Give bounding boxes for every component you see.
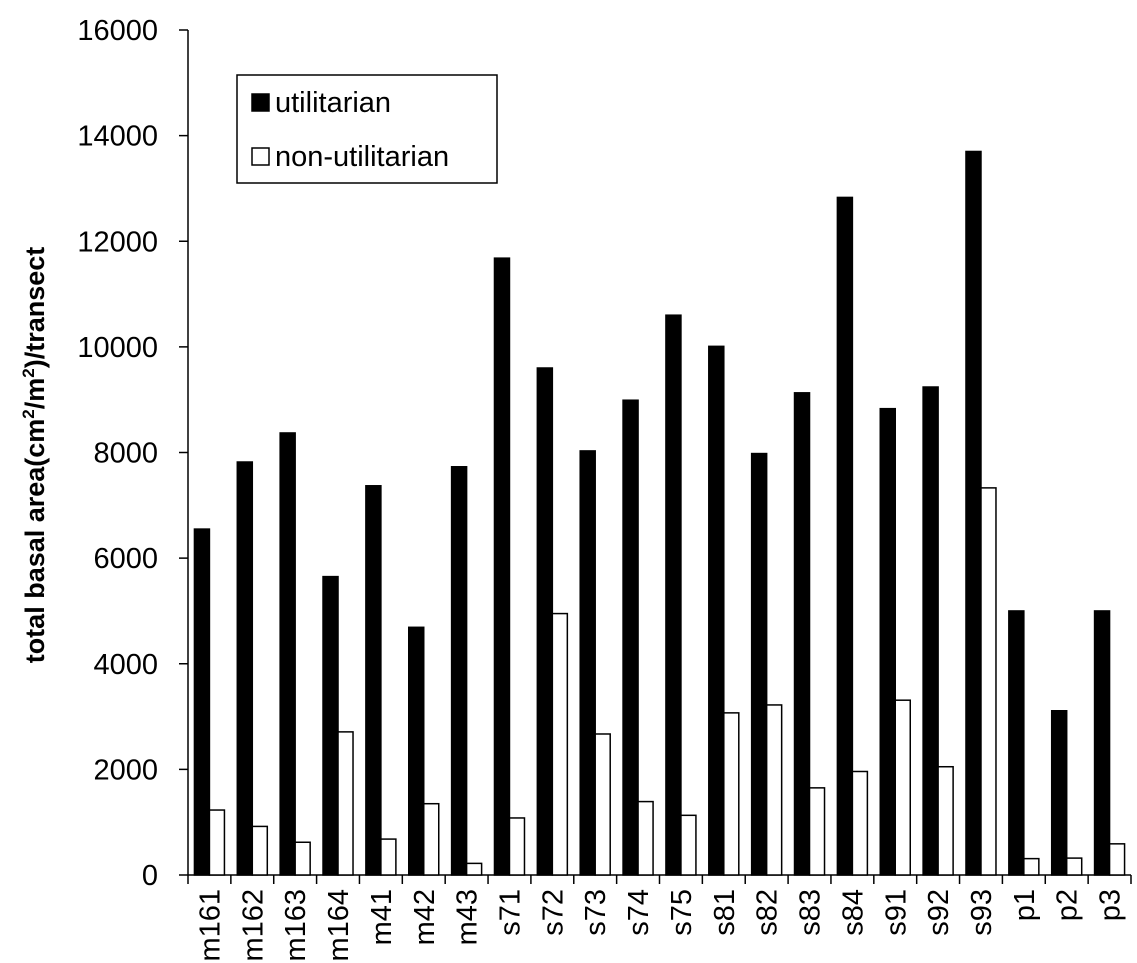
bar-utilitarian-m42 <box>408 626 425 876</box>
bar-non-utilitarian-p2 <box>1065 857 1083 876</box>
legend: utilitarian non-utilitarian <box>236 74 498 184</box>
x-tick-label: m161 <box>194 889 226 962</box>
bar-utilitarian-s84 <box>836 196 854 876</box>
x-axis: m161 m162 m163 m164 m41 m42 m43 s71 s72 s73 s74 s75… <box>187 874 1132 962</box>
bar-utilitarian-m43 <box>450 466 468 876</box>
bar-utilitarian-p3 <box>1093 610 1111 876</box>
bar-non-utilitarian-m164 <box>337 731 354 876</box>
bar-non-utilitarian-s84 <box>851 770 869 876</box>
x-tick-label: p1 <box>1009 889 1041 921</box>
x-tick-label: m43 <box>452 889 484 945</box>
bar-utilitarian-s75 <box>665 314 682 876</box>
bars-group <box>193 150 1126 876</box>
bar-utilitarian-s82 <box>750 452 768 876</box>
x-tick-label: m42 <box>409 889 441 945</box>
bar-utilitarian-s93 <box>965 150 982 876</box>
bar-non-utilitarian-m43 <box>465 862 483 876</box>
bar-non-utilitarian-m162 <box>251 825 269 876</box>
y-tick-label: 8000 <box>93 438 158 470</box>
bar-non-utilitarian-s73 <box>594 733 611 876</box>
x-tick-label: s91 <box>880 889 912 936</box>
x-tick-label: m164 <box>323 889 355 962</box>
bar-utilitarian-s71 <box>493 257 511 876</box>
x-tick-label: s84 <box>837 889 869 936</box>
y-tick-label: 4000 <box>93 649 158 681</box>
bar-non-utilitarian-s75 <box>680 814 697 876</box>
x-tick-label: p3 <box>1095 889 1127 921</box>
bar-utilitarian-s74 <box>622 399 639 876</box>
y-tick-label: 14000 <box>77 121 158 153</box>
bar-non-utilitarian-s71 <box>508 817 526 876</box>
bar-utilitarian-s83 <box>793 392 811 876</box>
bar-non-utilitarian-s91 <box>894 699 911 876</box>
y-tick-label: 6000 <box>93 543 158 575</box>
y-axis: 0 2000 4000 6000 8000 10000 12000 14000 16000 <box>77 15 189 892</box>
bar-utilitarian-s81 <box>708 345 725 876</box>
bar-non-utilitarian-p1 <box>1023 857 1040 876</box>
x-tick-label: s75 <box>666 889 698 936</box>
x-tick-label: s73 <box>580 889 612 936</box>
bar-non-utilitarian-s74 <box>637 800 654 876</box>
y-tick-label: 16000 <box>77 15 158 47</box>
y-axis-title-sup-2: 2 <box>19 368 38 377</box>
y-tick-label: 10000 <box>77 332 158 364</box>
bar-utilitarian-s91 <box>879 407 896 876</box>
bar-non-utilitarian-s81 <box>723 712 740 876</box>
bar-utilitarian-p1 <box>1008 610 1025 876</box>
y-tick-label: 0 <box>142 860 158 892</box>
x-tick-label: s93 <box>966 889 998 936</box>
x-tick-label: s81 <box>709 889 741 936</box>
y-axis-title: total basal area(cm2/m2)/transect <box>19 247 50 664</box>
bar-utilitarian-s72 <box>536 367 554 876</box>
bar-utilitarian-s73 <box>579 450 596 876</box>
legend-label-non-utilitarian: non-utilitarian <box>275 141 449 173</box>
legend-box <box>236 74 498 184</box>
bar-utilitarian-m161 <box>193 528 211 876</box>
bar-utilitarian-m41 <box>365 485 382 876</box>
x-tick-label: m41 <box>366 889 398 945</box>
x-tick-label: s72 <box>537 889 569 936</box>
bar-non-utilitarian-p3 <box>1108 843 1126 876</box>
x-tick-label: p2 <box>1052 889 1084 921</box>
bar-non-utilitarian-s83 <box>808 787 826 876</box>
bar-utilitarian-m164 <box>322 575 339 876</box>
x-tick-label: s83 <box>795 889 827 936</box>
svg-text:total basal area(cm2/m2)/trans: total basal area(cm2/m2)/transect <box>19 247 50 664</box>
bar-non-utilitarian-m163 <box>294 841 311 876</box>
bar-utilitarian-s92 <box>922 386 939 876</box>
bar-non-utilitarian-m42 <box>423 802 440 876</box>
x-tick-label: s92 <box>923 889 955 936</box>
y-axis-title-part-3: )/transect <box>20 247 50 369</box>
bar-utilitarian-m163 <box>279 432 296 876</box>
legend-label-utilitarian: utilitarian <box>275 87 391 119</box>
bar-non-utilitarian-s92 <box>937 765 954 876</box>
bar-non-utilitarian-s72 <box>551 612 569 876</box>
bar-non-utilitarian-m41 <box>380 838 397 876</box>
x-tick-label: m162 <box>237 889 269 962</box>
x-tick-label: s74 <box>623 889 655 936</box>
bar-non-utilitarian-s82 <box>765 704 783 876</box>
x-tick-label: s71 <box>494 889 526 936</box>
bar-utilitarian-m162 <box>236 461 254 876</box>
y-axis-title-part-1: total basal area(cm <box>20 419 50 664</box>
legend-swatch-utilitarian <box>251 93 270 112</box>
bar-non-utilitarian-m161 <box>208 809 226 876</box>
bar-non-utilitarian-s93 <box>980 487 997 876</box>
x-tick-label: s82 <box>752 889 784 936</box>
x-tick-label: m163 <box>280 889 312 962</box>
legend-swatch-non-utilitarian <box>251 147 270 166</box>
bar-utilitarian-p2 <box>1050 710 1068 876</box>
y-tick-label: 2000 <box>93 754 158 786</box>
y-axis-title-part-2: /m <box>20 378 50 410</box>
y-axis-title-sup-1: 2 <box>19 409 38 418</box>
y-tick-label: 12000 <box>77 226 158 258</box>
